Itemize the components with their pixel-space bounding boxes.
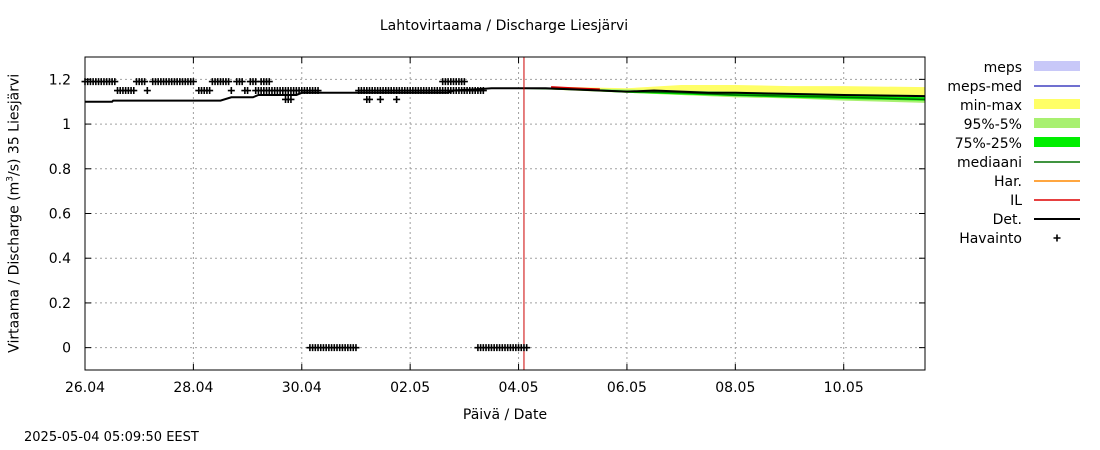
legend-label: meps-med [947, 79, 1022, 95]
chart-title: Lahtovirtaama / Discharge Liesjärvi [379, 18, 629, 34]
x-tick-label: 04.05 [499, 380, 539, 396]
legend-swatch [1034, 118, 1080, 128]
legend: meps meps-med min-max 95%-5% 75%-25% mediaani… [947, 60, 1080, 247]
legend-swatch [1053, 234, 1061, 242]
observation-point [143, 87, 151, 95]
plot-frame [84, 56, 926, 371]
legend-label: Det. [993, 212, 1022, 228]
y-tick-label: 0 [62, 341, 71, 357]
x-tick-label: 06.05 [607, 380, 647, 396]
legend-label: 95%-5% [964, 117, 1022, 133]
observation-point [352, 344, 360, 352]
observation-point [287, 95, 295, 103]
y-tick-label: 0.4 [49, 251, 71, 267]
axes: 0 0.2 0.4 0.6 0.8 1 1.2 26.04 28.04 30.04 02.05 04.… [49, 56, 926, 396]
legend-label: IL [1010, 193, 1022, 209]
observation-point [366, 95, 374, 103]
det-line [85, 87, 926, 103]
y-tick-label: 0.2 [49, 296, 71, 312]
x-tick-label: 30.04 [282, 380, 322, 396]
observation-point [460, 78, 468, 86]
x-tick-label: 02.05 [390, 380, 430, 396]
legend-swatch [1034, 137, 1080, 147]
y-tick-label: 0.6 [49, 207, 71, 223]
observation-point [376, 95, 384, 103]
series-lines [85, 57, 926, 370]
legend-swatch [1034, 61, 1080, 71]
y-tick-label: 1 [62, 117, 71, 133]
observation-point [393, 95, 401, 103]
y-tick-label: 1.2 [49, 72, 71, 88]
observation-point [227, 87, 235, 95]
legend-label: mediaani [957, 155, 1022, 171]
legend-label: 75%-25% [955, 136, 1022, 152]
grid-lines [84, 57, 925, 370]
legend-label: min-max [960, 98, 1022, 114]
observation-point [189, 78, 197, 86]
il-line [551, 86, 600, 91]
legend-label: Havainto [959, 231, 1022, 247]
observation-point [206, 87, 214, 95]
observation-point [314, 87, 322, 95]
observation-point [225, 78, 233, 86]
x-tick-label: 10.05 [824, 380, 864, 396]
observation-point [244, 87, 252, 95]
legend-swatch [1034, 99, 1080, 109]
legend-label: meps [984, 60, 1022, 76]
observation-points [81, 78, 531, 352]
observation-point [523, 344, 531, 352]
timestamp: 2025-05-04 05:09:50 EEST [24, 430, 199, 445]
observation-point [479, 87, 487, 95]
x-axis-label: Päivä / Date [462, 407, 548, 423]
legend-label: Har. [994, 174, 1022, 190]
observation-point [238, 78, 246, 86]
observation-point [265, 78, 273, 86]
x-tick-label: 26.04 [65, 380, 105, 396]
x-tick-label: 08.05 [715, 380, 755, 396]
observation-point [130, 87, 138, 95]
y-tick-label: 0.8 [49, 162, 71, 178]
observation-point [111, 78, 119, 86]
observation-point [141, 78, 149, 86]
x-tick-label: 28.04 [173, 380, 213, 396]
